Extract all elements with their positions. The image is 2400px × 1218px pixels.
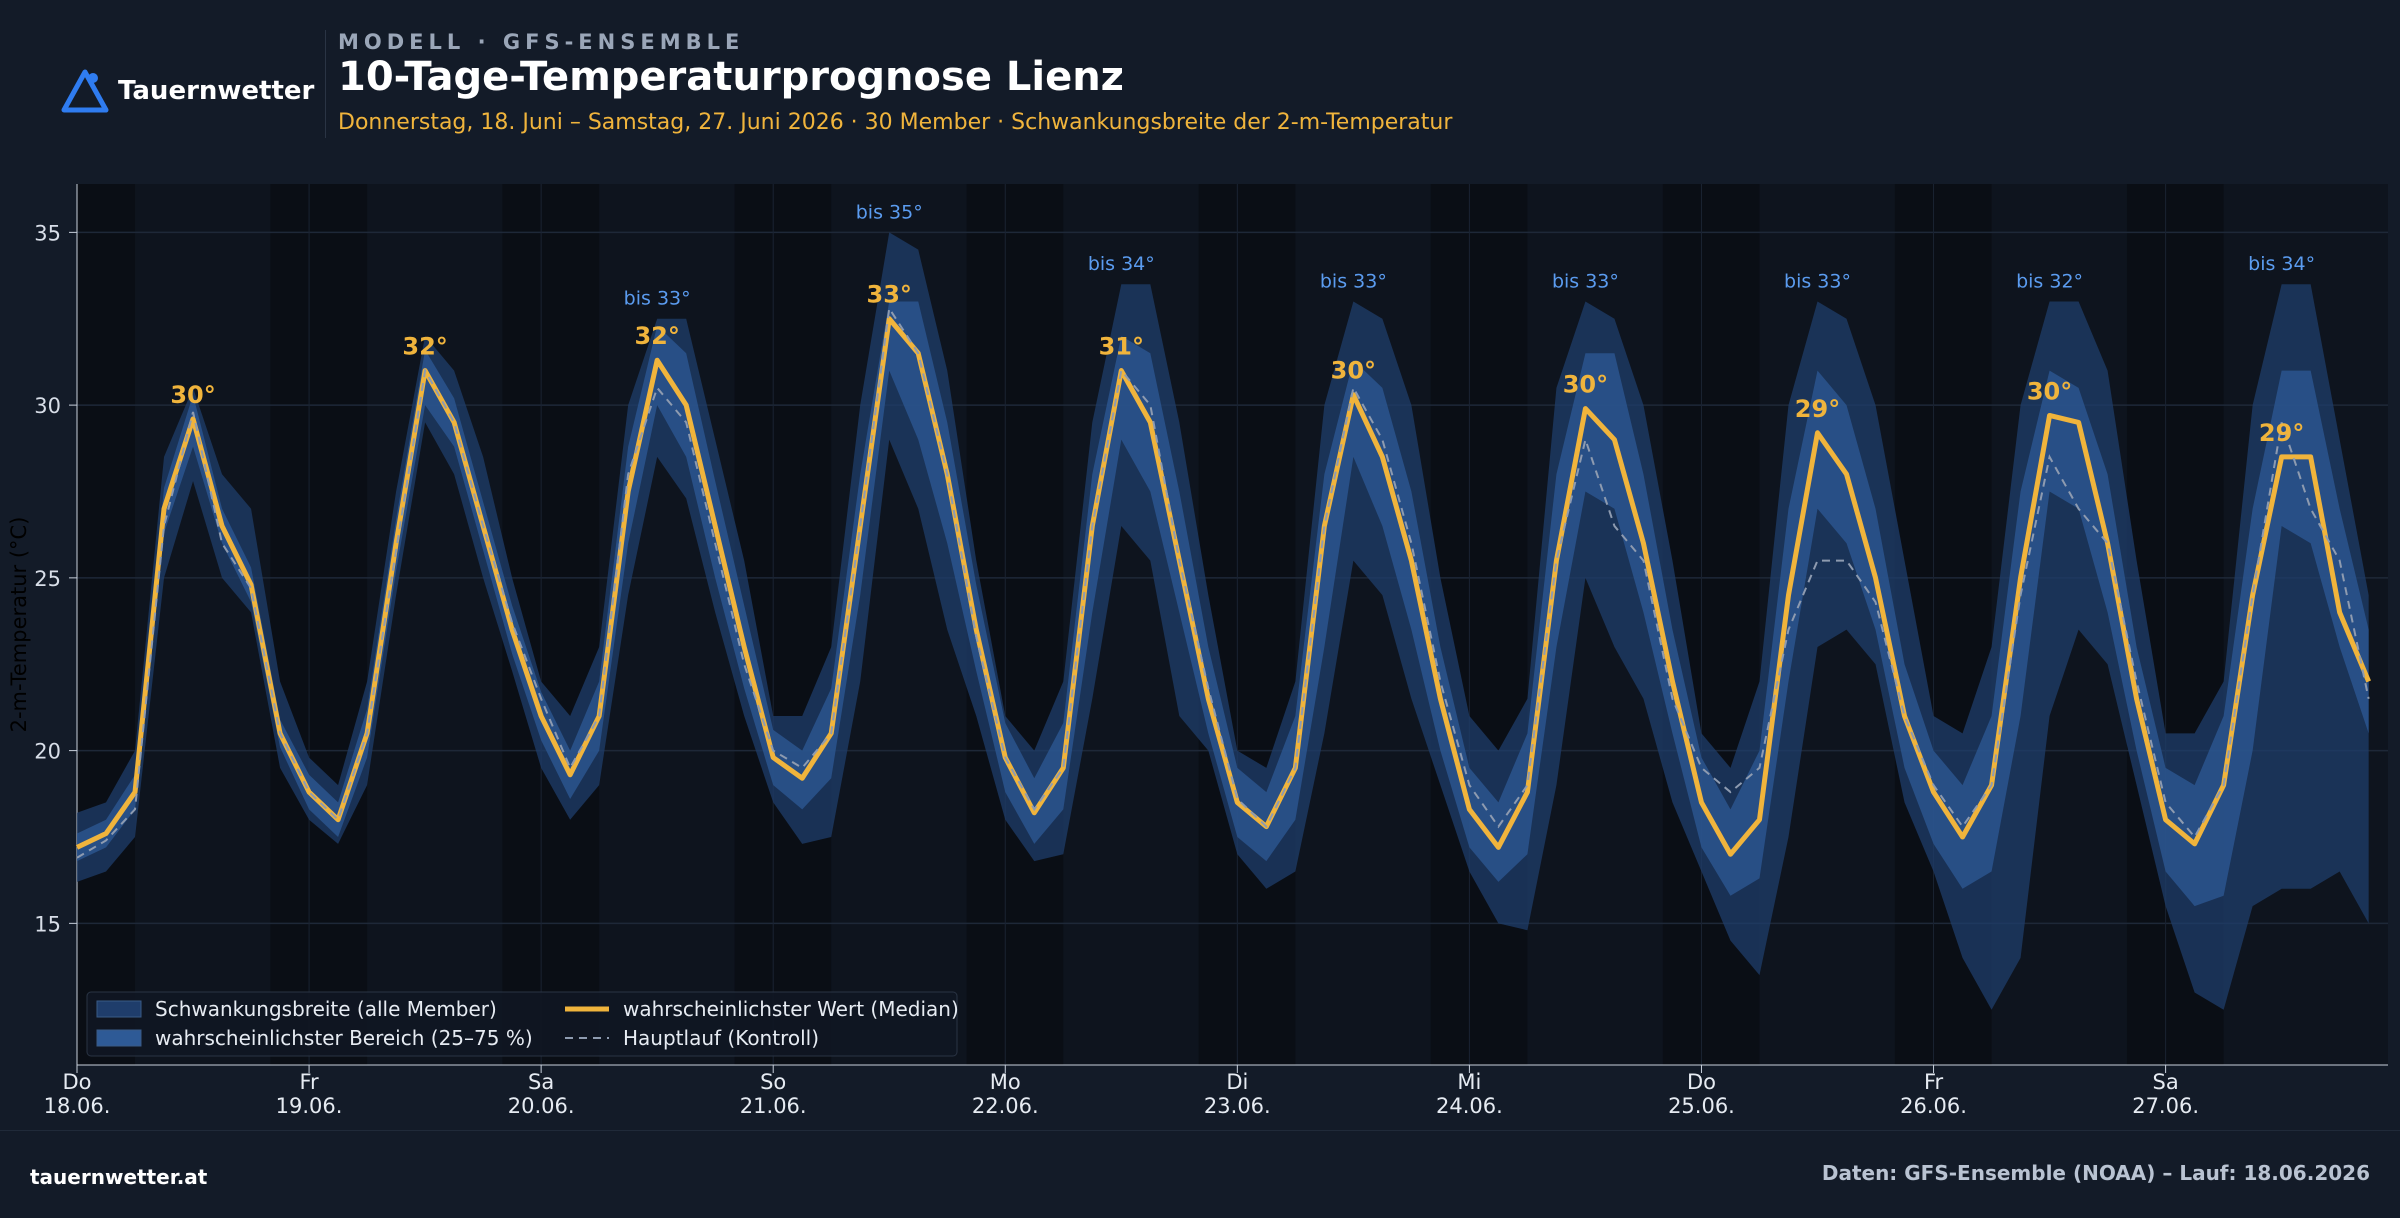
x-tick-date: 22.06.: [972, 1094, 1039, 1118]
brand-name: Tauernwetter: [118, 76, 315, 106]
x-tick-label: Mo: [990, 1070, 1021, 1094]
peak-label: 32°: [634, 322, 679, 350]
y-tick-label: 25: [34, 567, 61, 591]
site-name: tauernwetter.at: [30, 1165, 208, 1189]
x-tick-label: Sa: [2153, 1070, 2179, 1094]
legend-label: wahrscheinlichster Wert (Median): [623, 997, 959, 1021]
max-label: bis 33°: [1552, 270, 1619, 292]
y-tick-label: 35: [34, 221, 61, 245]
peak-label: 30°: [170, 381, 215, 409]
divider: [325, 30, 326, 138]
x-tick-label: Di: [1226, 1070, 1248, 1094]
x-tick-date: 24.06.: [1436, 1094, 1503, 1118]
max-label: bis 32°: [2016, 270, 2083, 292]
peak-label: 32°: [402, 333, 447, 361]
x-tick-label: So: [760, 1070, 786, 1094]
max-label: bis 35°: [856, 201, 923, 223]
night-shade: [270, 184, 368, 1065]
x-tick-label: Do: [1687, 1070, 1716, 1094]
footer: tauernwetter.at Daten: GFS-Ensemble (NOA…: [0, 1130, 2400, 1218]
x-tick-date: 20.06.: [508, 1094, 575, 1118]
max-label: bis 34°: [2248, 253, 2315, 275]
chart: 1520253035Do18.06.Fr19.06.Sa20.06.So21.0…: [7, 184, 2388, 1118]
legend-box: [86, 991, 958, 1057]
x-tick-date: 26.06.: [1900, 1094, 1967, 1118]
x-tick-label: Do: [62, 1070, 91, 1094]
x-tick-date: 27.06.: [2132, 1094, 2199, 1118]
night-shade: [1198, 184, 1296, 1065]
peak-label: 33°: [867, 281, 912, 309]
peak-label: 30°: [1331, 357, 1376, 385]
legend-swatch: [96, 1000, 142, 1018]
max-label: bis 33°: [1320, 270, 1387, 292]
x-tick-label: Sa: [528, 1070, 554, 1094]
y-tick-label: 30: [34, 394, 61, 418]
data-source: Daten: GFS-Ensemble (NOAA) – Lauf: 18.06…: [1821, 1161, 2370, 1185]
page-title: 10-Tage-Temperaturprognose Lienz: [338, 54, 1124, 100]
legend-label: wahrscheinlichster Bereich (25–75 %): [155, 1026, 533, 1050]
x-tick-label: Fr: [1924, 1070, 1944, 1094]
y-tick-label: 20: [34, 740, 61, 764]
legend-label: Hauptlauf (Kontroll): [623, 1026, 819, 1050]
subtitle: Donnerstag, 18. Juni – Samstag, 27. Juni…: [338, 110, 1453, 135]
header: Tauernwetter MODELL · GFS-ENSEMBLE 10-Ta…: [0, 0, 2400, 168]
control-line: [76, 305, 2370, 859]
x-tick-date: 23.06.: [1204, 1094, 1271, 1118]
peak-label: 29°: [2259, 419, 2304, 447]
x-tick-label: Fr: [299, 1070, 319, 1094]
x-tick-label: Mi: [1457, 1070, 1481, 1094]
max-label: bis 33°: [624, 288, 691, 310]
max-label: bis 34°: [1088, 253, 1155, 275]
x-tick-date: 19.06.: [276, 1094, 343, 1118]
y-axis-label: 2-m-Temperatur (°C): [7, 517, 31, 733]
y-tick-label: 15: [34, 912, 61, 936]
peak-label: 29°: [1795, 395, 1840, 423]
max-label: bis 33°: [1784, 270, 1851, 292]
x-tick-date: 21.06.: [740, 1094, 807, 1118]
legend-swatch: [96, 1029, 142, 1047]
peak-label: 30°: [2027, 377, 2072, 405]
peak-label: 31°: [1099, 333, 1144, 361]
brand: Tauernwetter: [60, 68, 314, 114]
legend-label: Schwankungsbreite (alle Member): [155, 997, 497, 1021]
peak-label: 30°: [1563, 371, 1608, 399]
x-tick-date: 25.06.: [1668, 1094, 1735, 1118]
kicker: MODELL · GFS-ENSEMBLE: [338, 30, 745, 54]
night-shade: [77, 184, 136, 1065]
legend: Schwankungsbreite (alle Member) wahrschei…: [86, 991, 959, 1057]
logo-icon: [61, 69, 109, 113]
x-tick-date: 18.06.: [44, 1094, 111, 1118]
